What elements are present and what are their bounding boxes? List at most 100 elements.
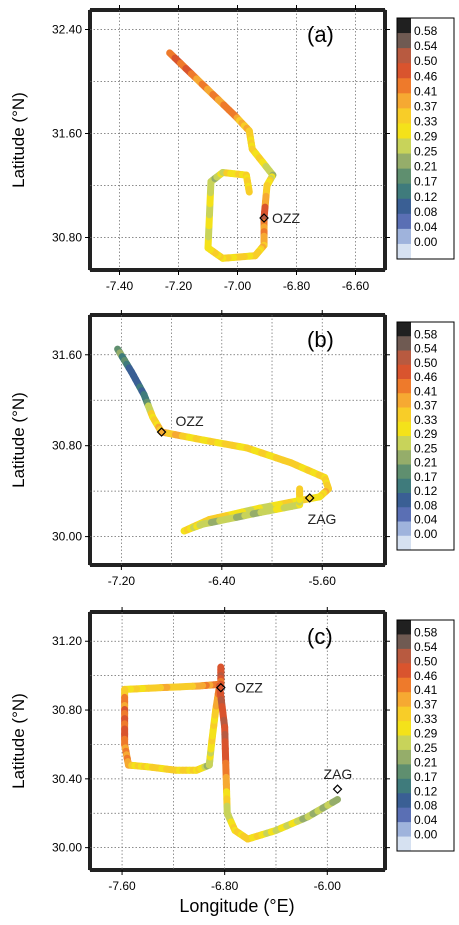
colorbar-swatch <box>397 750 411 765</box>
colorbar-swatch <box>397 336 411 351</box>
x-tick-label: -7.60 <box>108 879 136 893</box>
colorbar-tick-label: 0.37 <box>414 99 438 113</box>
colorbar-swatch <box>397 822 411 837</box>
colorbar-swatch <box>397 793 411 808</box>
x-tick-label: -7.20 <box>108 574 136 588</box>
panel-label: (b) <box>307 327 334 352</box>
colorbar-tick-label: 0.04 <box>414 813 438 827</box>
y-tick-label: 30.80 <box>52 703 82 717</box>
colorbar-swatch <box>397 522 411 537</box>
x-tick-label: -6.60 <box>342 279 370 293</box>
colorbar: 0.580.540.500.460.410.370.330.290.250.21… <box>397 620 454 852</box>
x-tick-label: -6.40 <box>208 574 236 588</box>
colorbar-tick-label: 0.33 <box>414 712 438 726</box>
frame-top-bar <box>90 610 385 614</box>
colorbar-tick-label: 0.29 <box>414 727 438 741</box>
colorbar-swatch <box>397 678 411 693</box>
colorbar-swatch <box>397 351 411 366</box>
colorbar-tick-label: 0.21 <box>414 160 438 174</box>
x-tick-label: -7.20 <box>165 279 193 293</box>
colorbar-swatch <box>397 48 411 64</box>
colorbar: 0.580.540.500.460.410.370.330.290.250.21… <box>397 322 454 551</box>
colorbar-tick-label: 0.41 <box>414 683 438 697</box>
colorbar-tick-label: 0.12 <box>414 484 438 498</box>
colorbar-tick-label: 0.50 <box>414 356 438 370</box>
y-tick-label: 30.00 <box>52 530 82 544</box>
colorbar-tick-label: 0.54 <box>414 39 438 53</box>
y-tick-label: 32.40 <box>52 23 82 37</box>
panel-label: (c) <box>307 624 333 649</box>
colorbar-swatch <box>397 450 411 465</box>
frame-left-bar <box>88 10 92 270</box>
y-tick-label: 31.20 <box>52 634 82 648</box>
colorbar-swatch <box>397 93 411 109</box>
colorbar-tick-label: 0.17 <box>414 770 438 784</box>
frame-left-bar <box>88 612 92 870</box>
colorbar-tick-label: 0.37 <box>414 698 438 712</box>
colorbar-swatch <box>397 408 411 423</box>
colorbar: 0.580.540.500.460.410.370.330.290.250.21… <box>397 18 454 260</box>
station-label: OZZ <box>176 413 204 429</box>
colorbar-tick-label: 0.54 <box>414 342 438 356</box>
colorbar-tick-label: 0.17 <box>414 175 438 189</box>
colorbar-tick-label: 0.12 <box>414 784 438 798</box>
colorbar-swatch <box>397 78 411 94</box>
frame-right-bar <box>383 315 387 565</box>
colorbar-swatch <box>397 479 411 494</box>
colorbar-tick-label: 0.04 <box>414 220 438 234</box>
colorbar-tick-label: 0.25 <box>414 145 438 159</box>
colorbar-tick-label: 0.17 <box>414 470 438 484</box>
colorbar-tick-label: 0.58 <box>414 327 438 341</box>
colorbar-swatch <box>397 214 411 230</box>
colorbar-tick-label: 0.41 <box>414 84 438 98</box>
frame-bottom-bar <box>90 563 385 567</box>
y-tick-label: 30.80 <box>52 439 82 453</box>
station-label: ZAG <box>308 511 337 527</box>
colorbar-swatch <box>397 169 411 185</box>
y-tick-label: 30.80 <box>52 231 82 245</box>
colorbar-tick-label: 0.12 <box>414 190 438 204</box>
colorbar-swatch <box>397 108 411 124</box>
colorbar-swatch <box>397 620 411 635</box>
chart-panel: -7.60-6.80-6.0030.0030.4030.8031.20Latit… <box>9 607 390 893</box>
colorbar-swatch <box>397 837 411 852</box>
colorbar-tick-label: 0.33 <box>414 114 438 128</box>
colorbar-tick-label: 0.46 <box>414 370 438 384</box>
colorbar-swatch <box>397 736 411 751</box>
colorbar-swatch <box>397 18 411 34</box>
colorbar-swatch <box>397 764 411 779</box>
colorbar-swatch <box>397 229 411 245</box>
y-tick-label: 31.60 <box>52 127 82 141</box>
station-label: OZZ <box>235 680 263 696</box>
colorbar-tick-label: 0.21 <box>414 456 438 470</box>
colorbar-swatch <box>397 436 411 451</box>
colorbar-swatch <box>397 154 411 170</box>
colorbar-tick-label: 0.41 <box>414 384 438 398</box>
colorbar-swatch <box>397 536 411 551</box>
colorbar-swatch <box>397 465 411 480</box>
colorbar-tick-label: 0.29 <box>414 427 438 441</box>
y-tick-label: 30.40 <box>52 772 82 786</box>
colorbar-swatch <box>397 507 411 522</box>
x-tick-label: -5.60 <box>309 574 337 588</box>
colorbar-tick-label: 0.04 <box>414 513 438 527</box>
plot-area <box>90 315 385 565</box>
x-tick-label: -6.00 <box>314 879 342 893</box>
y-tick-label: 30.00 <box>52 841 82 855</box>
colorbar-tick-label: 0.33 <box>414 413 438 427</box>
frame-left-bar <box>88 315 92 565</box>
colorbar-swatch <box>397 184 411 200</box>
colorbar-swatch <box>397 123 411 139</box>
colorbar-tick-label: 0.08 <box>414 205 438 219</box>
colorbar-swatch <box>397 199 411 215</box>
y-tick-label: 31.60 <box>52 348 82 362</box>
colorbar-tick-label: 0.58 <box>414 24 438 38</box>
x-tick-label: -7.00 <box>224 279 252 293</box>
colorbar-swatch <box>397 322 411 337</box>
colorbar-tick-label: 0.25 <box>414 441 438 455</box>
colorbar-swatch <box>397 393 411 408</box>
y-axis-label: Latitude (°N) <box>9 92 28 188</box>
